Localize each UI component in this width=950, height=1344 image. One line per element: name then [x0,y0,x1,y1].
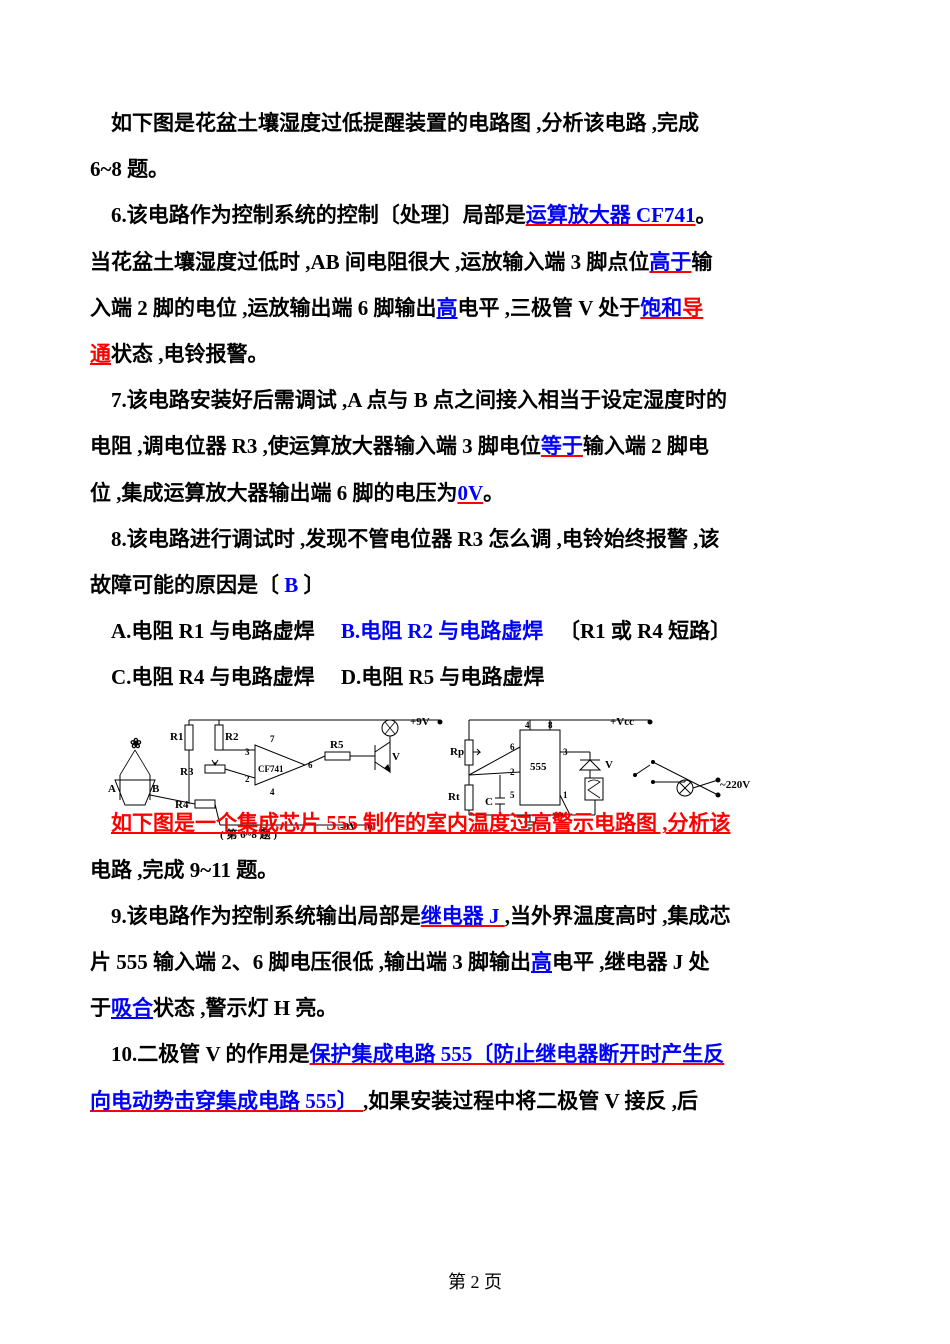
q7-prefix: 7. [111,388,127,412]
q7-ans2: 0V [458,481,484,505]
q8-options-ab: A.电阻 R1 与电路虚焊 B.电阻 R2 与电路虚焊 〔R1 或 R4 短路〕 [90,608,860,654]
q6-line3: 入端 2 脚的电位 ,运放输出端 6 脚输出高电平 ,三极管 V 处于饱和导 [90,285,860,331]
q8-optC: C.电阻 R4 与电路虚焊 [111,665,315,689]
svg-text:Rp: Rp [450,746,464,758]
q8-line2b: 〕 [298,573,324,597]
q8-t1: 该电路进行调试时 ,发现不管电位器 R3 怎么调 ,电铃始终报警 ,该 [127,527,720,551]
svg-text:4: 4 [270,787,275,797]
q6-line3b: 电平 ,三极管 V 处于 [458,296,641,320]
q7-line3: 位 ,集成运算放大器输出端 6 脚的电压为0V。 [90,470,860,516]
q8-prefix: 8. [111,527,127,551]
q7-line2b: 输入端 2 脚电 [583,434,709,458]
q9-ans2: 高 [531,950,552,974]
q6-ans1: 运算放大器 CF741 [526,203,696,227]
q9-ans1: 继电器 J [421,904,505,928]
intro2-line1a: 如下图是一个集成芯片 555 制作的室内温度过高警示电路图 ,分析该 [111,811,731,835]
q10-line2b: ,如果安装过程中将二极管 V 接反 ,后 [363,1089,698,1113]
q6-ans2: 高于 [649,250,691,274]
intro2-line2: 电路 ,完成 9~11 题。 [90,847,860,893]
q9-t2: ,当外界温度高时 ,集成芯 [505,904,731,928]
q6-ans3: 高 [437,296,458,320]
intro-line2: 6~8 题。 [90,146,860,192]
q6-line1: 6.该电路作为控制系统的控制〔处理〕局部是运算放大器 CF741。 [90,192,860,238]
q7-line2a: 电阻 ,调电位器 R3 ,使运算放大器输入端 3 脚电位 [90,434,541,458]
q6-line4: 通状态 ,电铃报警。 [90,331,860,377]
svg-text:~220V: ~220V [720,779,750,791]
q8-optD: D.电阻 R5 与电路虚焊 [341,665,545,689]
q7-line3b: 。 [483,481,504,505]
q8-optB-extra: 〔R1 或 R4 短路〕 [559,619,731,643]
svg-text:❀: ❀ [130,737,142,752]
q6-ans4a: 饱和 [640,296,682,320]
q7-line3a: 位 ,集成运算放大器输出端 6 脚的电压为 [90,481,458,505]
q7-line2: 电阻 ,调电位器 R3 ,使运算放大器输入端 3 脚电位等于输入端 2 脚电 [90,423,860,469]
svg-text:V: V [392,751,400,763]
svg-text:CF741: CF741 [258,764,284,774]
q6-line2a: 当花盆土壤湿度过低时 ,AB 间电阻很大 ,运放输入端 3 脚点位 [90,250,649,274]
q6-t1: 该电路作为控制系统的控制〔处理〕局部是 [127,203,526,227]
svg-text:R3: R3 [180,766,194,778]
page-footer: 第 2 页 [0,1268,950,1294]
q9-line3: 于吸合状态 ,警示灯 H 亮。 [90,985,860,1031]
q8-optB: B.电阻 R2 与电路虚焊 [341,619,543,643]
svg-text:4: 4 [525,720,530,730]
q8-options-cd: C.电阻 R4 与电路虚焊 D.电阻 R5 与电路虚焊 [90,654,860,700]
q8-line2a: 故障可能的原因是〔 [90,573,284,597]
svg-text:B: B [152,783,160,795]
q7-line1: 7.该电路安装好后需调试 ,A 点与 B 点之间接入相当于设定湿度时的 [90,377,860,423]
q10-line1: 10.二极管 V 的作用是保护集成电路 555〔防止继电器断开时产生反 [90,1031,860,1077]
q9-prefix: 9. [111,904,127,928]
svg-text:3: 3 [245,747,250,757]
svg-text:R2: R2 [225,731,239,743]
q6-line3a: 入端 2 脚的电位 ,运放输出端 6 脚输出 [90,296,437,320]
q6-prefix: 6. [111,203,127,227]
svg-text:A: A [108,783,116,795]
svg-text:+9V: +9V [410,716,430,728]
svg-text:5: 5 [510,790,515,800]
q9-t1: 该电路作为控制系统输出局部是 [127,904,421,928]
svg-text:555: 555 [530,761,547,773]
q9-line2b: 电平 ,继电器 J 处 [552,950,710,974]
q9-ans3: 吸合 [111,996,153,1020]
q7-t1: 该电路安装好后需调试 ,A 点与 B 点之间接入相当于设定湿度时的 [127,388,727,412]
q8-line2: 故障可能的原因是〔 B 〕 [90,562,860,608]
q6-t2: 。 [696,203,717,227]
q6-line2: 当花盆土壤湿度过低时 ,AB 间电阻很大 ,运放输入端 3 脚点位高于输 [90,239,860,285]
q8-answer: B [284,573,298,597]
q9-line1: 9.该电路作为控制系统输出局部是继电器 J ,当外界温度高时 ,集成芯 [90,893,860,939]
svg-text:V: V [605,759,613,771]
q8-line1: 8.该电路进行调试时 ,发现不管电位器 R3 怎么调 ,电铃始终报警 ,该 [90,516,860,562]
q9-line2a: 片 555 输入端 2、6 脚电压很低 ,输出端 3 脚输出 [90,950,531,974]
q8-optA: A.电阻 R1 与电路虚焊 [111,619,315,643]
svg-text:+Vcc: +Vcc [610,716,634,728]
svg-text:R1: R1 [170,731,183,743]
q6-line4a: 通 [90,342,111,366]
q6-ans4b: 导 [682,296,703,320]
q9-line2: 片 555 输入端 2、6 脚电压很低 ,输出端 3 脚输出高电平 ,继电器 J… [90,939,860,985]
q6-line2b: 输 [691,250,712,274]
q10-prefix: 10. [111,1042,137,1066]
q10-line2: 向电动势击穿集成电路 555〕 ,如果安装过程中将二极管 V 接反 ,后 [90,1078,860,1124]
q6-line4b: 状态 ,电铃报警。 [111,342,269,366]
svg-text:1: 1 [563,790,568,800]
intro-line1: 如下图是花盆土壤湿度过低提醒装置的电路图 ,分析该电路 ,完成 [90,100,860,146]
q9-line3b: 状态 ,警示灯 H 亮。 [153,996,337,1020]
svg-text:R5: R5 [330,739,344,751]
q7-ans1: 等于 [541,434,583,458]
q10-ans1: 保护集成电路 555〔防止继电器断开时产生反 [310,1042,725,1066]
q10-t1: 二极管 V 的作用是 [137,1042,309,1066]
intro2-line1: 如下图是一个集成芯片 555 制作的室内温度过高警示电路图 ,分析该 [90,800,860,846]
svg-text:7: 7 [270,734,275,744]
q10-line2a: 向电动势击穿集成电路 555〕 [90,1089,363,1113]
q9-line3a: 于 [90,996,111,1020]
